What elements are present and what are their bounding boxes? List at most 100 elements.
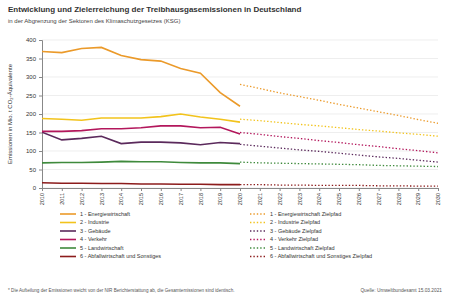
legend-swatch [60,213,76,215]
legend-label: 2 - Industrie [80,219,109,225]
x-tick-label: 2012 [79,193,85,205]
x-tick-label: 2024 [316,193,322,205]
x-tick-label: 2015 [138,193,144,205]
grid-line [42,151,438,152]
y-tick-mark [39,59,42,60]
series-line [240,84,438,123]
x-tick-mark [299,188,300,191]
legend: 1 - Energiewirtschaft 2 - Industrie 3 - Ge… [60,211,372,260]
x-tick-mark [220,188,221,191]
grid-line [42,114,438,115]
y-tick: 50 [29,167,42,173]
x-tick: 2014 [118,188,124,205]
series-line [42,47,240,106]
legend-swatch [60,239,76,241]
y-tick-label: 50 [29,167,36,173]
x-tick: 2015 [138,188,144,205]
y-tick: 300 [26,74,42,80]
x-tick-mark [200,188,201,191]
y-tick: 150 [26,130,42,136]
x-tick: 2022 [277,188,283,205]
grid-line [42,58,438,59]
x-tick-label: 2027 [376,193,382,205]
legend-item: 1 - Energiewirtschaft [60,211,131,217]
series-line [240,133,438,153]
x-tick-label: 2018 [198,193,204,205]
x-tick: 2013 [99,188,105,205]
legend-swatch [60,256,76,258]
x-tick-mark [181,188,182,191]
chart: Entwicklung und Zielerreichung der Treib… [0,0,450,300]
x-tick-mark [82,188,83,191]
y-tick: 350 [26,56,42,62]
y-axis-line [39,41,43,189]
grid-line [42,169,438,170]
subtitle: in der Abgrenzung der Sektoren des Klima… [8,18,180,24]
series-line [42,114,240,122]
x-tick-mark [398,188,399,191]
x-tick: 2024 [316,188,322,205]
y-tick-label: 300 [26,74,37,80]
legend-label: 3 - Gebäude [80,228,111,234]
x-tick-mark [418,188,419,191]
legend-item: 2 - Industrie Zielpfad [250,219,320,225]
legend-item: 5 - Landwirtschaft Zielpfad [250,245,335,251]
x-tick-label: 2030 [435,193,441,205]
legend-label: 2 - Industrie Zielpfad [270,219,320,225]
x-tick-mark [42,188,43,191]
legend-item: 4 - Verkehr Zielpfad [250,236,318,242]
y-tick: 0 [33,185,42,191]
x-tick-mark [101,188,102,191]
legend-label: 5 - Landwirtschaft [80,245,124,251]
y-axis: 050100150200250300350400 [26,37,43,191]
series-line [42,132,240,145]
x-tick-mark [161,188,162,191]
x-axis: 2010201120122013201420152016201720182019… [39,188,441,205]
y-tick-label: 150 [26,130,37,136]
y-tick-mark [39,77,42,78]
legend-item: 3 - Gebäude [60,228,111,234]
x-tick-mark [379,188,380,191]
legend-swatch [250,230,266,232]
series-line [240,119,438,136]
x-tick: 2018 [198,188,204,205]
y-tick: 100 [26,148,42,154]
legend-label: 1 - Energiewirtschaft [80,211,131,217]
y-axis-title: Emissionen in Mio. t CO₂-Äquivalente [7,63,13,164]
x-tick-mark [240,188,241,191]
x-tick-label: 2017 [178,193,184,205]
x-tick-mark [280,188,281,191]
x-tick-label: 2010 [39,193,45,205]
x-tick-mark [141,188,142,191]
y-tick: 400 [26,37,42,43]
series-line [42,183,240,185]
x-tick-mark [319,188,320,191]
x-tick: 2010 [39,188,45,205]
y-tick-label: 0 [33,185,37,191]
series-line [240,162,438,166]
x-tick-label: 2014 [118,193,124,205]
legend-swatch [250,222,266,224]
legend-label: 4 - Verkehr Zielpfad [270,236,318,242]
x-tick-label: 2013 [99,193,105,205]
x-tick-mark [260,188,261,191]
x-tick: 2011 [59,188,65,205]
x-tick: 2028 [396,188,402,205]
x-tick-label: 2025 [336,193,342,205]
footnote: * Die Aufteilung der Emissionen weicht v… [8,288,234,293]
source: Quelle: Umweltbundesamt 15.03.2021 [360,288,442,293]
grid-line [42,40,438,41]
x-tick: 2021 [257,188,263,205]
x-tick-label: 2020 [237,193,243,205]
series-line [42,126,240,134]
legend-item: 3 - Gebäude Zielpfad [250,228,322,234]
legend-label: 1 - Energiewirtschaft Zielpfad [270,211,341,217]
series-line [240,144,438,162]
legend-label: 6 - Abfallwirtschaft und Sonstiges [80,253,161,259]
legend-swatch [60,222,76,224]
legend-label: 6 - Abfallwirtschaft und Sonstiges Zielp… [270,253,372,259]
x-tick-label: 2023 [297,193,303,205]
x-tick-label: 2011 [59,193,65,205]
legend-item: 1 - Energiewirtschaft Zielpfad [250,211,341,217]
x-tick: 2030 [435,188,441,205]
